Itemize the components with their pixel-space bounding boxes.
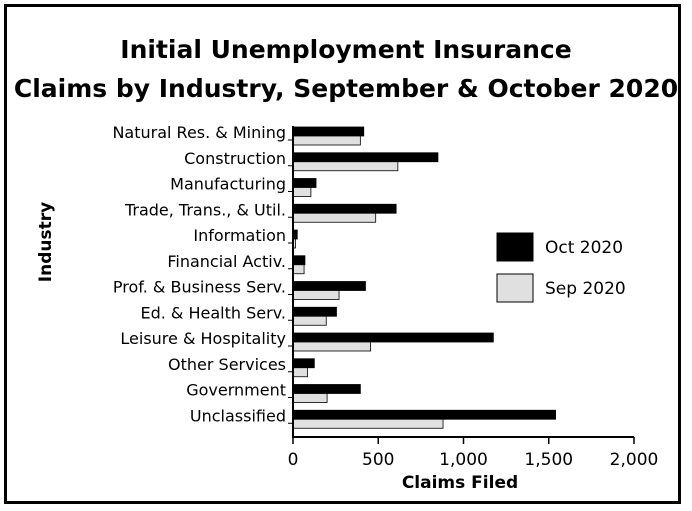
- category-label: Government: [186, 381, 286, 400]
- chart-title-line-1: Initial Unemployment Insurance: [120, 35, 572, 64]
- bar-oct-9: [292, 358, 315, 369]
- bar-oct-1: [292, 152, 439, 163]
- bar-oct-8: [292, 332, 494, 343]
- bar-oct-2: [292, 178, 317, 188]
- x-tick-label: 1,000: [439, 450, 488, 470]
- category-label: Financial Activ.: [167, 252, 286, 271]
- bar-sep-10: [292, 393, 328, 403]
- chart-title: Initial Unemployment Insurance Claims by…: [0, 30, 692, 108]
- category-label: Manufacturing: [170, 175, 286, 194]
- bar-sep-0: [292, 135, 361, 146]
- bar-sep-7: [292, 315, 327, 326]
- bar-oct-0: [292, 126, 365, 137]
- bar-sep-2: [292, 187, 312, 197]
- legend: Oct 2020 Sep 2020: [496, 232, 626, 303]
- x-ticks-group: 0 500 1,000 1,500 2,000: [288, 437, 659, 470]
- bar-oct-7: [292, 306, 337, 317]
- category-label: Leisure & Hospitality: [120, 329, 286, 348]
- bar-sep-9: [292, 367, 308, 378]
- category-label: Unclassified: [190, 406, 286, 425]
- legend-label: Sep 2020: [545, 279, 626, 299]
- legend-label: Oct 2020: [545, 238, 623, 258]
- category-label: Natural Res. & Mining: [112, 123, 286, 142]
- bar-sep-11: [292, 418, 444, 429]
- x-tick-label: 0: [288, 450, 299, 470]
- chart-title-line-2: Claims by Industry, September & October …: [13, 74, 679, 103]
- category-label: Information: [193, 226, 286, 245]
- x-tick-label: 500: [362, 450, 394, 470]
- bar-oct-6: [292, 281, 366, 291]
- x-tick-label: 2,000: [610, 450, 659, 470]
- bar-sep-1: [292, 161, 399, 172]
- category-labels-group: Natural Res. & Mining Construction Manufac…: [112, 123, 293, 425]
- bar-sep-8: [292, 341, 371, 352]
- bar-oct-11: [292, 409, 556, 420]
- category-label: Ed. & Health Serv.: [140, 303, 286, 322]
- category-label: Trade, Trans., & Util.: [124, 200, 286, 219]
- legend-swatch-oct: [496, 232, 534, 262]
- bar-sep-5: [292, 264, 305, 275]
- bar-oct-10: [292, 384, 361, 394]
- bar-oct-3: [292, 203, 397, 214]
- bar-sep-3: [292, 212, 377, 223]
- x-axis-title: Claims Filed: [402, 473, 518, 493]
- category-label: Other Services: [168, 355, 286, 374]
- x-tick-label: 1,500: [524, 450, 573, 470]
- bar-oct-5: [292, 255, 306, 266]
- category-label: Construction: [184, 149, 286, 168]
- legend-swatch-sep: [496, 273, 534, 303]
- category-label: Prof. & Business Serv.: [113, 278, 286, 297]
- y-axis-title: Industry: [36, 202, 56, 282]
- bar-sep-6: [292, 290, 340, 300]
